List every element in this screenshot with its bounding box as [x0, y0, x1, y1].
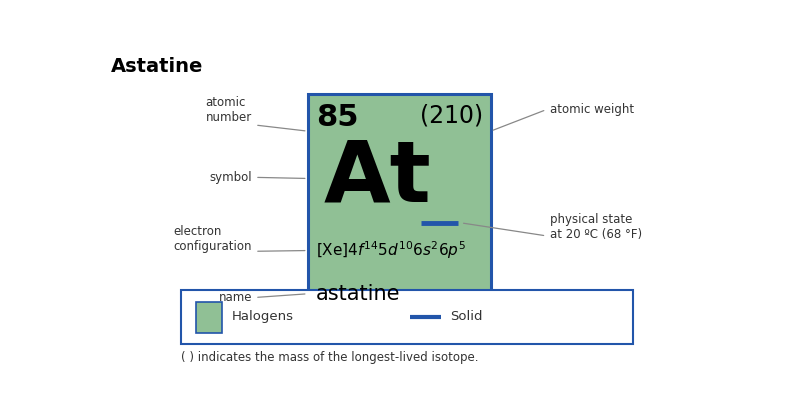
- Text: electron
configuration: electron configuration: [174, 225, 252, 253]
- Bar: [181, 290, 634, 344]
- Text: Solid: Solid: [450, 310, 483, 323]
- Text: physical state
at 20 ºC (68 °F): physical state at 20 ºC (68 °F): [550, 213, 642, 241]
- Text: Astatine: Astatine: [111, 57, 203, 76]
- Text: $\mathrm{[Xe]4}\mathit{f}^{14}\mathrm{5}\mathit{d}^{10}\mathrm{6}\mathit{s}^{2}\: $\mathrm{[Xe]4}\mathit{f}^{14}\mathrm{5}…: [316, 240, 466, 261]
- Text: ( ) indicates the mass of the longest-lived isotope.: ( ) indicates the mass of the longest-li…: [181, 351, 478, 364]
- Text: At: At: [323, 137, 431, 220]
- Bar: [196, 302, 222, 333]
- Text: atomic
number: atomic number: [206, 96, 252, 124]
- Text: name: name: [218, 291, 252, 304]
- Text: symbol: symbol: [210, 171, 252, 184]
- Text: (210): (210): [420, 104, 483, 128]
- Text: Halogens: Halogens: [231, 310, 294, 323]
- Bar: [308, 94, 490, 316]
- Text: astatine: astatine: [316, 284, 400, 304]
- Text: 85: 85: [316, 104, 358, 132]
- Text: atomic weight: atomic weight: [550, 103, 634, 116]
